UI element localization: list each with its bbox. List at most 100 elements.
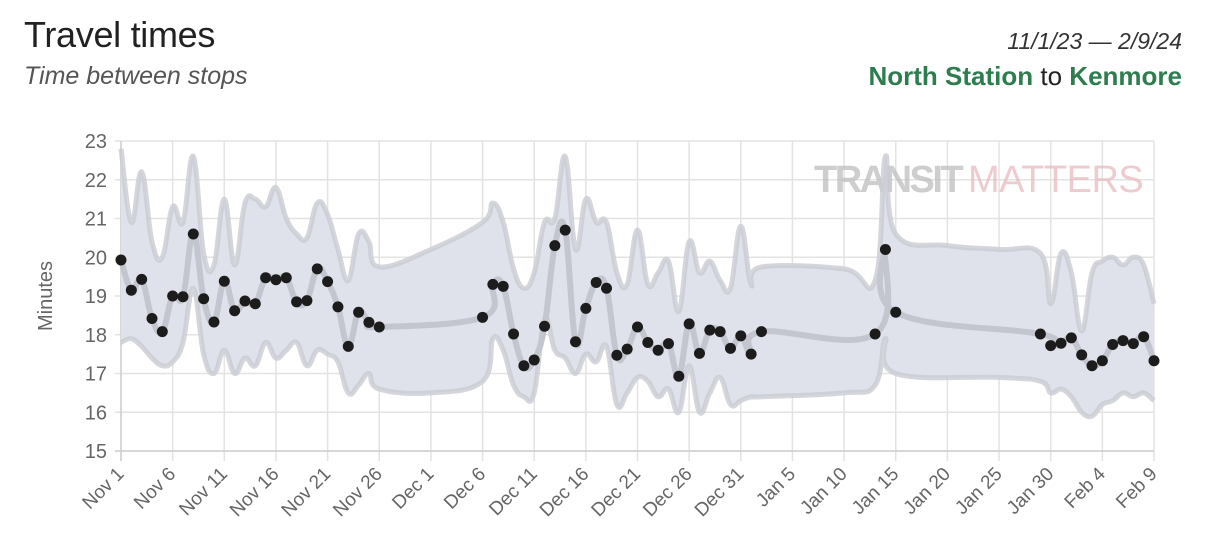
data-point[interactable]	[714, 326, 726, 338]
data-point[interactable]	[477, 311, 489, 323]
data-point[interactable]	[1065, 332, 1077, 344]
data-point[interactable]	[1107, 338, 1119, 350]
from-station: North Station	[868, 61, 1034, 91]
y-tick-label: 17	[85, 364, 107, 386]
x-tick-label: Nov 11	[175, 464, 231, 520]
data-point[interactable]	[373, 321, 385, 333]
x-tick-label: Dec 16	[536, 464, 593, 521]
chart-title: Travel times	[24, 14, 216, 55]
x-tick-label: Dec 6	[440, 464, 490, 514]
data-point[interactable]	[291, 296, 303, 308]
data-point[interactable]	[177, 291, 189, 303]
x-tick-label: Dec 11	[485, 464, 541, 520]
data-point[interactable]	[1127, 338, 1139, 350]
svg-text:MATTERS: MATTERS	[968, 159, 1143, 201]
x-tick-label: Nov 6	[130, 464, 180, 514]
data-point[interactable]	[115, 254, 127, 266]
data-point[interactable]	[322, 276, 334, 288]
data-point[interactable]	[1148, 355, 1160, 367]
data-point[interactable]	[745, 348, 757, 360]
data-point[interactable]	[601, 282, 613, 294]
y-tick-label: 16	[85, 402, 107, 424]
data-point[interactable]	[136, 273, 148, 285]
data-point[interactable]	[518, 360, 530, 372]
data-point[interactable]	[1034, 328, 1046, 340]
data-point[interactable]	[218, 275, 230, 287]
data-point[interactable]	[580, 302, 592, 314]
data-point[interactable]	[890, 306, 902, 318]
y-tick-label: 23	[85, 131, 107, 153]
data-point[interactable]	[1076, 349, 1088, 361]
data-point[interactable]	[1045, 340, 1057, 352]
data-point[interactable]	[724, 342, 736, 354]
x-tick-label: Jan 10	[796, 464, 851, 519]
x-tick-label: Nov 21	[278, 464, 335, 521]
data-point[interactable]	[260, 272, 272, 284]
data-point[interactable]	[755, 326, 767, 338]
data-point[interactable]	[311, 263, 323, 275]
y-tick-label: 22	[85, 170, 107, 192]
data-point[interactable]	[652, 344, 664, 356]
y-axis: 15 16 17 18 19 20 21 22 23	[85, 131, 107, 463]
x-tick-label: Dec 26	[639, 464, 696, 521]
to-station: Kenmore	[1069, 61, 1182, 91]
data-point[interactable]	[632, 321, 643, 333]
data-point[interactable]	[590, 276, 602, 288]
data-point[interactable]	[239, 295, 251, 307]
data-point[interactable]	[229, 305, 241, 317]
data-point[interactable]	[208, 316, 220, 328]
data-point[interactable]	[487, 278, 499, 290]
x-tick-label: Nov 1	[79, 464, 129, 514]
data-point[interactable]	[332, 301, 344, 313]
data-point[interactable]	[611, 349, 623, 361]
data-point[interactable]	[879, 244, 891, 255]
data-point[interactable]	[621, 343, 633, 355]
data-point[interactable]	[353, 306, 365, 318]
data-point[interactable]	[342, 340, 354, 352]
data-point[interactable]	[1086, 360, 1098, 372]
data-point[interactable]	[693, 347, 705, 359]
route-connector: to	[1033, 61, 1070, 91]
data-point[interactable]	[363, 316, 375, 328]
data-point[interactable]	[549, 240, 561, 252]
data-point[interactable]	[1096, 355, 1108, 367]
data-point[interactable]	[528, 354, 540, 366]
x-tick-label: Jan 30	[1003, 464, 1058, 519]
data-point[interactable]	[280, 272, 292, 284]
band-area	[118, 148, 1157, 420]
data-point[interactable]	[497, 280, 509, 292]
data-point[interactable]	[301, 295, 313, 307]
data-point[interactable]	[869, 328, 881, 340]
data-point[interactable]	[683, 318, 695, 330]
data-point[interactable]	[735, 330, 747, 342]
data-point[interactable]	[156, 326, 168, 338]
data-point[interactable]	[167, 290, 179, 302]
data-point[interactable]	[704, 324, 716, 336]
data-point[interactable]	[570, 336, 582, 348]
data-point[interactable]	[673, 370, 685, 382]
data-point[interactable]	[1138, 331, 1150, 343]
data-point[interactable]	[270, 274, 282, 286]
data-point[interactable]	[559, 224, 571, 236]
data-point[interactable]	[125, 284, 137, 296]
y-tick-label: 21	[85, 209, 107, 231]
median-line	[118, 218, 1157, 380]
x-tick-label: Dec 1	[388, 464, 438, 514]
data-point[interactable]	[249, 298, 261, 310]
data-point[interactable]	[1117, 335, 1129, 347]
y-axis-label: Minutes	[35, 261, 57, 331]
data-point[interactable]	[508, 328, 520, 340]
data-point[interactable]	[1055, 337, 1067, 349]
x-tick-label: Jan 15	[848, 464, 903, 519]
data-point[interactable]	[146, 312, 158, 324]
data-point[interactable]	[662, 338, 674, 350]
data-point[interactable]	[539, 320, 551, 332]
data-point[interactable]	[187, 228, 199, 240]
data-point[interactable]	[642, 337, 654, 348]
x-tick-label: Nov 16	[226, 464, 283, 521]
data-point[interactable]	[198, 293, 210, 305]
y-tick-label: 15	[85, 441, 107, 463]
x-tick-label: Feb 9	[1112, 464, 1161, 513]
x-tick-label: Dec 31	[691, 464, 748, 521]
